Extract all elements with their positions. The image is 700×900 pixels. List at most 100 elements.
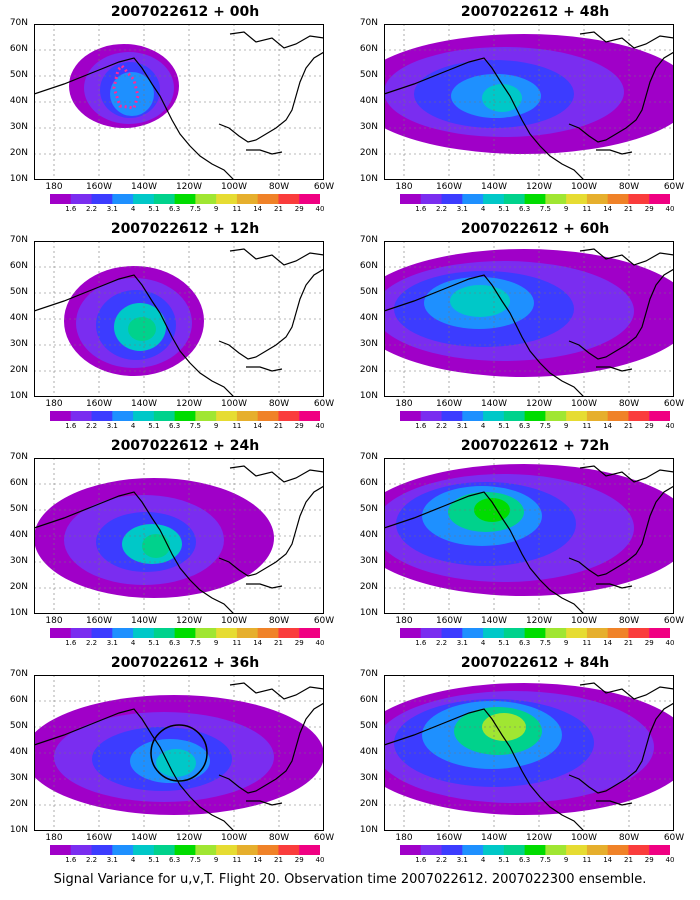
colorbar-label: 14: [603, 856, 613, 864]
latitude-tick-label: 70N: [9, 18, 28, 28]
colorbar-swatch: [586, 845, 609, 855]
colorbar-label: 40: [665, 205, 675, 213]
colorbar-swatch: [441, 411, 463, 421]
colorbar-swatch: [400, 411, 422, 421]
colorbar-label: 7.5: [189, 639, 201, 647]
colorbar-label: 7.5: [539, 422, 551, 430]
colorbar: [400, 845, 670, 855]
colorbar-swatch: [278, 411, 300, 421]
longitude-tick-label: 80W: [618, 399, 640, 409]
coastline: [384, 491, 585, 614]
colorbar-label: 4: [130, 205, 136, 213]
variance-map: [384, 675, 674, 831]
latitude-tick-label: 50N: [359, 287, 378, 297]
coastline: [246, 800, 283, 806]
longitude-tick-label: 160W: [85, 182, 113, 192]
map-panel: 2007022612 + 00h 70N 60N 50N 40N 30N 20N 10N 180…: [0, 0, 334, 213]
map-frame: [384, 241, 674, 397]
colorbar-swatch: [607, 411, 629, 421]
colorbar-swatch: [420, 628, 443, 638]
coastline: [579, 682, 674, 700]
colorbar-swatch: [420, 845, 443, 855]
colorbar-swatch: [216, 411, 238, 421]
colorbar-label: 9: [563, 639, 569, 647]
colorbar-label: 14: [253, 422, 263, 430]
colorbar: [50, 194, 320, 204]
colorbar-label: 3.1: [456, 856, 468, 864]
colorbar-label: 1.6: [415, 856, 427, 864]
longitude-tick-label: 100W: [220, 182, 248, 192]
latitude-tick-label: 30N: [359, 773, 378, 783]
colorbar-label: 6.3: [519, 422, 531, 430]
colorbar-label: 5.1: [148, 205, 160, 213]
colorbar-label: 9: [213, 856, 219, 864]
colorbar-label: 40: [315, 205, 325, 213]
colorbar-swatch: [400, 194, 422, 204]
colorbar-label: 7.5: [539, 639, 551, 647]
longitude-tick-label: 80W: [268, 182, 290, 192]
colorbar-label: 11: [582, 205, 592, 213]
latitude-tick-label: 30N: [359, 339, 378, 349]
longitude-tick-label: 180: [395, 616, 413, 626]
variance-contour: [482, 84, 522, 112]
colorbar-swatch: [462, 845, 484, 855]
coastline: [229, 248, 324, 266]
colorbar-label: 6.3: [519, 856, 531, 864]
latitude-tick-label: 40N: [9, 747, 28, 757]
longitude-tick-label: 160W: [435, 182, 463, 192]
latitude-tick-label: 10N: [9, 174, 28, 184]
colorbar-swatch: [524, 628, 546, 638]
colorbar-swatch: [566, 628, 588, 638]
latitude-tick-label: 30N: [9, 122, 28, 132]
colorbar-swatch: [524, 194, 546, 204]
longitude-tick-label: 120W: [525, 399, 553, 409]
colorbar-swatch: [133, 845, 155, 855]
colorbar-swatch: [628, 628, 650, 638]
variance-map: [34, 241, 324, 397]
colorbar-label: 3.1: [106, 205, 118, 213]
colorbar-label: 21: [623, 639, 633, 647]
latitude-tick-label: 50N: [9, 70, 28, 80]
colorbar-label: 9: [563, 422, 569, 430]
colorbar-swatch: [462, 194, 484, 204]
colorbar-swatch: [441, 845, 463, 855]
latitude-tick-label: 20N: [359, 582, 378, 592]
colorbar-swatch: [400, 628, 422, 638]
longitude-tick-label: 140W: [480, 616, 508, 626]
colorbar-label: 9: [563, 856, 569, 864]
colorbar: [400, 194, 670, 204]
latitude-tick-label: 70N: [9, 235, 28, 245]
coastline: [596, 800, 633, 806]
longitude-tick-label: 180: [395, 833, 413, 843]
colorbar-label: 40: [665, 639, 675, 647]
colorbar-swatch: [420, 411, 443, 421]
latitude-tick-label: 60N: [359, 695, 378, 705]
longitude-tick-label: 60W: [313, 182, 335, 192]
coastline: [34, 708, 235, 831]
latitude-tick-label: 50N: [359, 721, 378, 731]
colorbar-swatch: [628, 194, 650, 204]
colorbar-label: 21: [273, 205, 283, 213]
variance-map: [34, 675, 324, 831]
panel-title: 2007022612 + 72h: [460, 438, 610, 454]
map-frame: [384, 675, 674, 831]
coastline: [568, 485, 674, 577]
colorbar-label: 29: [294, 205, 304, 213]
colorbar-label: 4: [480, 856, 486, 864]
colorbar-label: 3.1: [456, 422, 468, 430]
panel-title: 2007022612 + 12h: [110, 221, 260, 237]
colorbar: [400, 628, 670, 638]
latitude-tick-label: 70N: [359, 669, 378, 679]
colorbar-label: 3.1: [106, 422, 118, 430]
map-frame: [34, 24, 324, 180]
longitude-tick-label: 60W: [313, 399, 335, 409]
colorbar-swatch: [216, 194, 238, 204]
colorbar-label: 6.3: [519, 639, 531, 647]
latitude-tick-label: 60N: [9, 261, 28, 271]
colorbar-swatch: [586, 194, 609, 204]
colorbar-swatch: [257, 845, 279, 855]
variance-map: [34, 24, 324, 180]
colorbar-swatch: [174, 845, 196, 855]
longitude-tick-label: 80W: [268, 399, 290, 409]
longitude-tick-label: 160W: [85, 616, 113, 626]
